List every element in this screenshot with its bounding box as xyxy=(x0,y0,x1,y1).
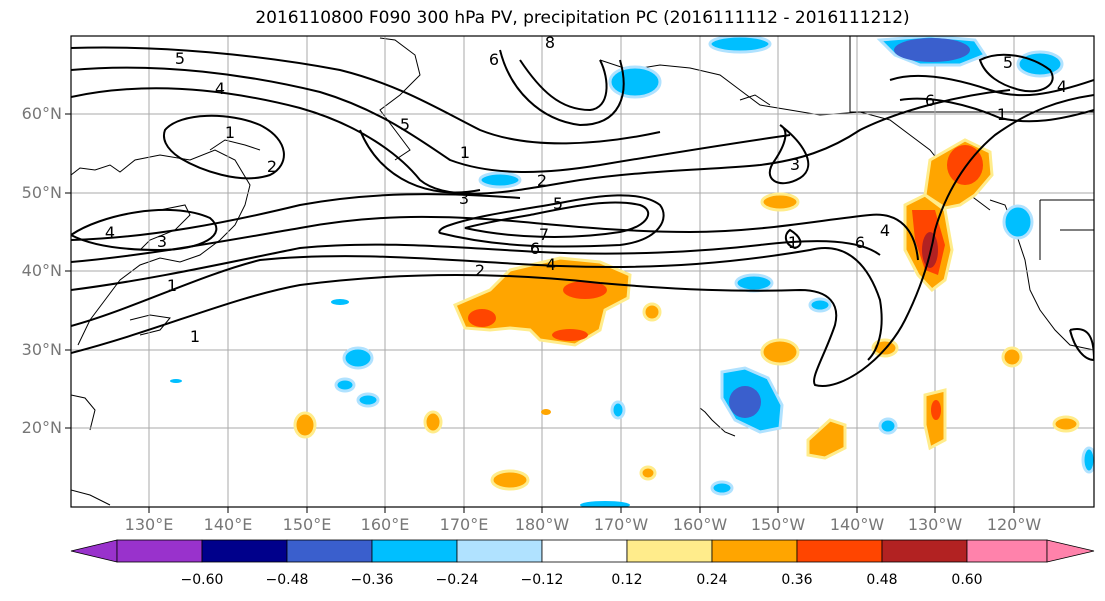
colorbar-tick-label: −0.60 xyxy=(180,572,224,588)
contour-label: 6 xyxy=(925,91,935,110)
lat-label: 30°N xyxy=(21,340,62,359)
contour-label: 1 xyxy=(190,327,200,346)
lat-label: 40°N xyxy=(21,261,62,280)
colorbar-tick-label: −0.12 xyxy=(520,572,564,588)
colorbar-tick-label: 0.24 xyxy=(696,572,728,588)
contour-label: 1 xyxy=(788,233,798,252)
colorbar-bin xyxy=(966,539,1048,563)
contour-label: 4 xyxy=(1057,77,1067,96)
lon-label: 170°W xyxy=(593,515,649,534)
lon-label: 170°E xyxy=(439,515,489,534)
lat-label: 60°N xyxy=(21,104,62,123)
precip-fills xyxy=(170,36,1094,507)
contour-label: 5 xyxy=(1003,53,1013,72)
contour-label: 3 xyxy=(790,155,800,174)
lon-label: 130°W xyxy=(907,515,963,534)
colorbar-bin xyxy=(541,539,628,563)
colorbar-extend-low xyxy=(70,539,118,563)
colorbar-bin xyxy=(796,539,883,563)
lat-label: 20°N xyxy=(21,418,62,437)
colorbar-bin xyxy=(286,539,373,563)
colorbar-bin xyxy=(371,539,458,563)
colorbar-tick-label: 0.12 xyxy=(611,572,643,588)
contour-label: 2 xyxy=(475,261,485,280)
lon-label: 120°W xyxy=(986,515,1042,534)
contour-label: 6 xyxy=(530,239,540,258)
colorbar-bin xyxy=(116,539,203,563)
lon-label: 140°E xyxy=(203,515,253,534)
contour-label: 5 xyxy=(175,49,185,68)
contour-label: 2 xyxy=(267,157,277,176)
lon-label: 160°E xyxy=(360,515,410,534)
axis-ticks xyxy=(65,113,1015,513)
contour-label: 1 xyxy=(460,143,470,162)
contour-labels: 5 4 1 2 4 3 1 6 8 5 1 2 3 5 7 6 2 4 1 1 … xyxy=(105,33,1067,346)
contour-label: 6 xyxy=(855,233,865,252)
contour-label: 1 xyxy=(225,123,235,142)
colorbar-tick-label: 0.48 xyxy=(866,572,898,588)
pv-contours xyxy=(71,46,1094,387)
lon-label: 180°W xyxy=(514,515,570,534)
colorbar xyxy=(70,539,1095,563)
colorbar-bin xyxy=(881,539,968,563)
contour-label: 6 xyxy=(489,50,499,69)
colorbar-bin xyxy=(626,539,713,563)
contour-label: 4 xyxy=(880,221,890,240)
lat-label: 50°N xyxy=(21,183,62,202)
lon-label: 160°W xyxy=(672,515,728,534)
map-title: 2016110800 F090 300 hPa PV, precipitatio… xyxy=(255,8,910,28)
contour-label: 3 xyxy=(157,232,167,251)
colorbar-tick-label: −0.48 xyxy=(265,572,309,588)
colorbar-tick-label: 0.60 xyxy=(951,572,983,588)
contour-label: 1 xyxy=(167,276,177,295)
lon-label: 130°E xyxy=(124,515,174,534)
lon-label: 140°W xyxy=(829,515,885,534)
contour-label: 2 xyxy=(537,171,547,190)
contour-label: 8 xyxy=(545,33,555,52)
lon-label: 150°W xyxy=(750,515,806,534)
contour-label: 4 xyxy=(215,79,225,98)
colorbar-bin xyxy=(711,539,798,563)
contour-label: 7 xyxy=(539,225,549,244)
contour-label: 5 xyxy=(400,115,410,134)
colorbar-extend-high xyxy=(1046,539,1095,563)
colorbar-tick-label: 0.36 xyxy=(781,572,813,588)
colorbar-tick-label: −0.24 xyxy=(435,572,479,588)
contour-label: 5 xyxy=(553,194,563,213)
lon-label: 150°E xyxy=(282,515,332,534)
colorbar-bin xyxy=(456,539,543,563)
contour-label: 4 xyxy=(546,255,556,274)
contour-label: 4 xyxy=(105,223,115,242)
contour-label: 1 xyxy=(997,105,1007,124)
colorbar-bin xyxy=(201,539,288,563)
contour-label: 3 xyxy=(459,189,469,208)
colorbar-tick-label: −0.36 xyxy=(350,572,394,588)
